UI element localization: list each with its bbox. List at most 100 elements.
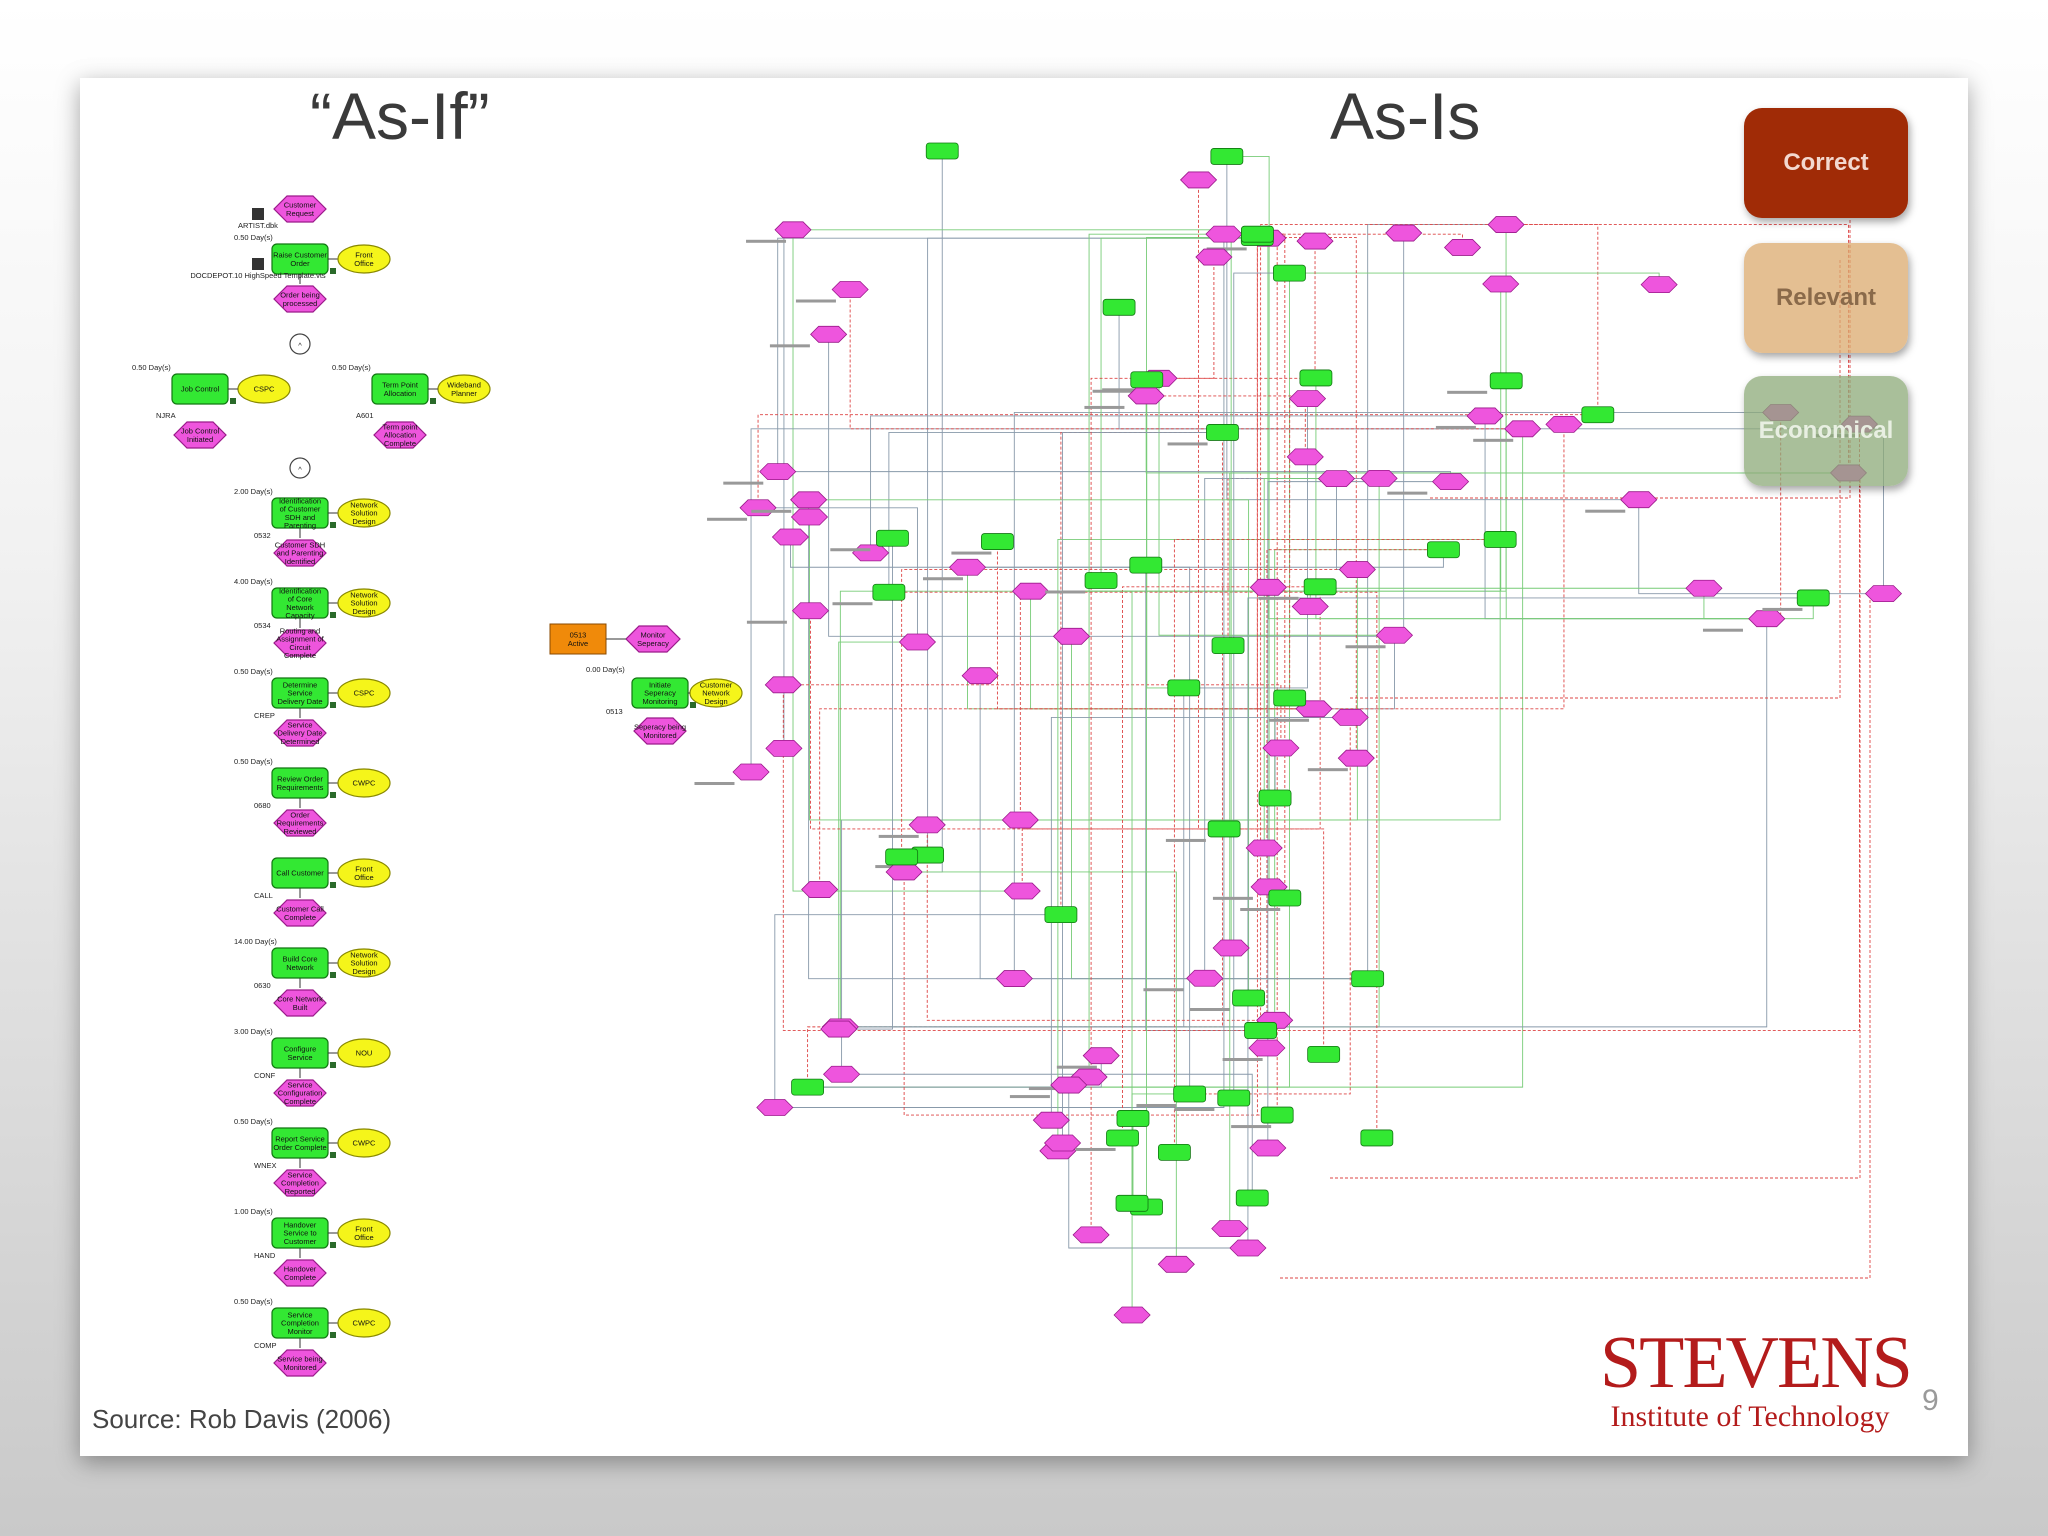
as-is-event (823, 1065, 861, 1083)
as-is-caption (746, 620, 787, 624)
as-is-event (885, 863, 923, 881)
event-label: Service being Monitored (277, 1355, 322, 1372)
as-is-caption (751, 509, 792, 513)
as-is-caption (830, 548, 871, 552)
as-if-event: Service Delivery Date Determined (273, 719, 327, 747)
org-unit-label: Network Solution Design (350, 590, 378, 616)
as-is-event (1748, 610, 1786, 628)
as-if-event: Customer Call Complete (273, 899, 327, 927)
as-is-event (739, 499, 777, 517)
as-is-function (1273, 689, 1307, 707)
as-is-event (1072, 1226, 1110, 1244)
as-is-caption (1136, 1103, 1177, 1107)
event-label: Monitor Seperacy (637, 631, 669, 648)
function-label: Service Completion Monitor (281, 1310, 319, 1336)
as-is-event (1050, 1076, 1088, 1094)
as-is-event (1337, 749, 1375, 767)
as-is-event (1205, 225, 1243, 243)
as-is-event (1032, 1111, 1070, 1129)
event-label: Routing and Assignment of Circuit Complete (276, 626, 324, 660)
as-is-function (1796, 589, 1830, 607)
org-unit-label: CWPC (353, 1319, 376, 1328)
as-is-function (1211, 637, 1245, 655)
event-label: Service Delivery Date Determined (277, 720, 322, 746)
as-is-caption (1258, 596, 1299, 600)
as-if-org-unit: NOU (337, 1038, 391, 1068)
as-is-function (1581, 406, 1615, 424)
as-is-event (774, 221, 812, 239)
as-is-event (1286, 448, 1324, 466)
as-is-caption (1473, 438, 1514, 442)
as-is-function (1273, 264, 1306, 282)
org-unit-label: Front Office (354, 251, 373, 268)
as-is-caption (1231, 1125, 1272, 1129)
criteria-economical-box: Economical (1744, 376, 1908, 486)
as-is-event (1545, 415, 1583, 433)
as-is-event (1245, 839, 1283, 857)
as-is-event (1291, 598, 1329, 615)
as-is-event (995, 970, 1033, 987)
as-if-function: Determine Service Delivery Date (271, 677, 336, 709)
as-if-org-unit: CWPC (337, 768, 391, 798)
as-is-event (852, 544, 890, 562)
as-is-caption (1240, 908, 1281, 911)
as-if-function: Report Service Order Complete (271, 1127, 336, 1159)
as-is-event (1432, 473, 1470, 491)
as-is-function (1241, 225, 1274, 243)
as-if-duration: 0.50 Day(s) (234, 667, 273, 676)
as-is-event (765, 739, 803, 757)
page-number: 9 (1922, 1384, 1939, 1417)
org-unit-label: CSPC (254, 385, 275, 394)
as-if-org-unit: Front Office (337, 244, 391, 274)
as-is-event (791, 602, 830, 620)
as-is-caption (1222, 1058, 1263, 1061)
as-is-function (1207, 820, 1241, 838)
as-if-heading: “As-If” (310, 79, 490, 153)
as-is-function (1303, 578, 1337, 596)
as-is-event (1466, 407, 1504, 425)
as-if-event: Order being processed (273, 285, 327, 313)
as-if-function: Service Completion Monitor (271, 1307, 336, 1339)
as-if-event: Core Network Built (273, 989, 327, 1017)
as-is-function (1258, 789, 1292, 807)
as-is-function (1102, 298, 1136, 316)
as-is-caption (1143, 988, 1184, 992)
as-is-function (876, 529, 909, 547)
as-is-event (732, 763, 770, 781)
as-is-caption (832, 602, 873, 606)
as-is-event (1482, 275, 1520, 293)
as-is-event (756, 1099, 794, 1116)
as-is-event (1864, 585, 1903, 603)
as-is-event (759, 463, 797, 481)
function-label: Review Order Requirements (277, 775, 324, 792)
as-is-event (1262, 739, 1300, 757)
as-if-branch-function: Term Point Allocation (371, 373, 436, 405)
as-is-event (1375, 626, 1414, 644)
event-label: Term point Allocation Complete (382, 422, 418, 448)
function-label: Build Core Network (282, 955, 317, 972)
as-if-code: WNEX (254, 1161, 277, 1170)
org-unit-label: Network Solution Design (350, 950, 378, 976)
event-label: Order Requirements Reviewed (277, 810, 324, 836)
as-is-event (1640, 276, 1678, 294)
event-label: Service Completion Reported (281, 1170, 319, 1196)
as-if-event: Handover Complete (273, 1259, 327, 1287)
as-is-event (820, 1020, 858, 1038)
org-unit-label: NOU (356, 1049, 373, 1058)
as-is-function (872, 583, 906, 601)
function-label: Raise Customer Order (273, 251, 327, 268)
as-if-duration: 3.00 Day(s) (234, 1027, 273, 1036)
as-is-event (1249, 1139, 1287, 1157)
as-is-caption (1056, 1065, 1097, 1069)
as-is-event (1288, 390, 1327, 408)
criteria-correct-box: Correct (1744, 108, 1908, 218)
event-label: Customer SDH and Parenting Identified (275, 540, 325, 566)
as-is-event (1082, 1047, 1120, 1065)
as-if-org-unit: Network Solution Design (337, 498, 391, 528)
function-label: Report Service Order Complete (273, 1135, 326, 1152)
as-is-event (1043, 1134, 1082, 1152)
as-is-function (1217, 1089, 1251, 1107)
side-event-monitor: Monitor Seperacy (625, 625, 681, 653)
event-label: Customer Call Complete (276, 905, 324, 922)
as-is-function (885, 848, 919, 866)
